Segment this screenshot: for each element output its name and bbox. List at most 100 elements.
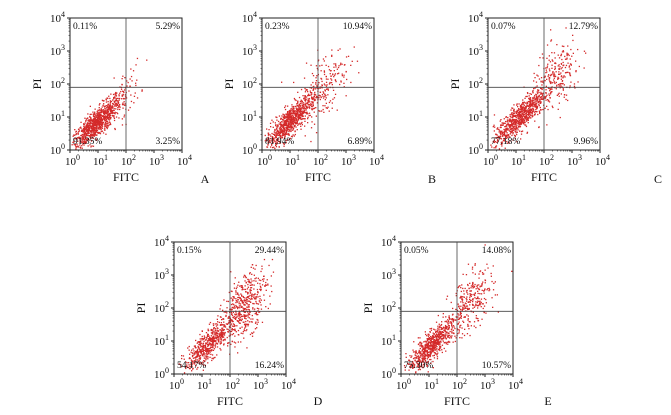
- data-point: [435, 337, 437, 339]
- data-point: [323, 71, 326, 73]
- data-point: [117, 113, 119, 115]
- panel-c: 100100101101102102103103104104FITCPI0.07…: [448, 10, 662, 186]
- data-point: [122, 94, 124, 97]
- data-point: [244, 275, 246, 277]
- data-point: [427, 371, 429, 373]
- data-point: [199, 362, 202, 364]
- data-point: [415, 354, 417, 357]
- data-point: [530, 111, 532, 114]
- data-point: [538, 94, 540, 96]
- data-point: [225, 311, 227, 313]
- data-point: [105, 125, 107, 127]
- data-point: [533, 105, 535, 107]
- data-point: [231, 298, 234, 300]
- data-point: [525, 125, 528, 128]
- data-point: [331, 49, 333, 51]
- data-point: [552, 60, 554, 62]
- data-point: [524, 108, 526, 110]
- data-point: [538, 110, 540, 112]
- data-point: [294, 99, 296, 101]
- data-point: [103, 103, 105, 105]
- data-point: [567, 45, 569, 47]
- data-point: [96, 123, 98, 125]
- data-point: [422, 365, 424, 367]
- data-point: [429, 337, 431, 339]
- data-point: [296, 105, 298, 107]
- data-point: [427, 355, 430, 357]
- data-point: [457, 313, 459, 315]
- data-point: [219, 337, 222, 339]
- y-tick-exponent: 4: [253, 10, 257, 19]
- data-point: [520, 106, 522, 109]
- data-point: [93, 132, 96, 134]
- data-point: [451, 335, 453, 337]
- data-point: [207, 343, 209, 345]
- data-point: [243, 321, 245, 323]
- data-point: [420, 361, 422, 364]
- data-point: [429, 346, 431, 348]
- data-point: [419, 368, 421, 371]
- data-point: [208, 343, 210, 346]
- data-point: [554, 68, 556, 70]
- data-point: [528, 113, 530, 116]
- data-point: [505, 116, 507, 119]
- data-point: [331, 107, 333, 109]
- data-point: [94, 133, 96, 135]
- data-point: [76, 138, 78, 141]
- data-point: [440, 327, 442, 329]
- data-point: [499, 132, 501, 134]
- data-point: [250, 282, 252, 284]
- data-point: [430, 335, 432, 338]
- data-point: [308, 94, 310, 97]
- data-point: [213, 337, 215, 340]
- data-point: [114, 113, 116, 115]
- data-point: [559, 73, 561, 75]
- data-point: [331, 84, 333, 86]
- data-point: [230, 320, 232, 322]
- data-point: [220, 338, 223, 340]
- data-point: [305, 103, 307, 105]
- data-point: [215, 325, 218, 327]
- data-point: [325, 107, 327, 109]
- data-point: [527, 119, 529, 121]
- data-point: [245, 314, 247, 316]
- data-point: [441, 349, 443, 351]
- data-point: [322, 58, 325, 60]
- data-point: [449, 341, 451, 343]
- data-point: [273, 131, 275, 133]
- data-point: [551, 52, 553, 54]
- data-point: [286, 130, 288, 132]
- data-point: [107, 126, 109, 128]
- data-point: [541, 84, 543, 86]
- data-point: [115, 108, 117, 110]
- data-point: [516, 127, 518, 130]
- data-point: [233, 283, 235, 285]
- data-point: [187, 366, 189, 369]
- data-point: [532, 115, 534, 117]
- data-point: [501, 131, 503, 134]
- data-point: [223, 324, 225, 326]
- data-point: [237, 296, 239, 299]
- data-point: [218, 340, 220, 342]
- data-point: [435, 341, 437, 343]
- data-point: [212, 338, 214, 340]
- data-point: [253, 284, 255, 286]
- data-point: [267, 134, 270, 136]
- data-point: [220, 322, 222, 324]
- data-point: [112, 103, 115, 105]
- data-point: [233, 315, 235, 318]
- data-point: [274, 122, 276, 124]
- data-point: [265, 281, 267, 284]
- data-point: [212, 337, 215, 339]
- data-point: [569, 72, 571, 74]
- data-point: [296, 129, 298, 131]
- data-point: [327, 106, 329, 108]
- data-point: [272, 121, 274, 123]
- data-point: [305, 112, 307, 114]
- data-point: [547, 108, 549, 111]
- data-point: [522, 99, 524, 101]
- data-point: [102, 104, 104, 106]
- data-point: [104, 125, 106, 127]
- data-point: [96, 116, 98, 119]
- data-point: [232, 316, 234, 319]
